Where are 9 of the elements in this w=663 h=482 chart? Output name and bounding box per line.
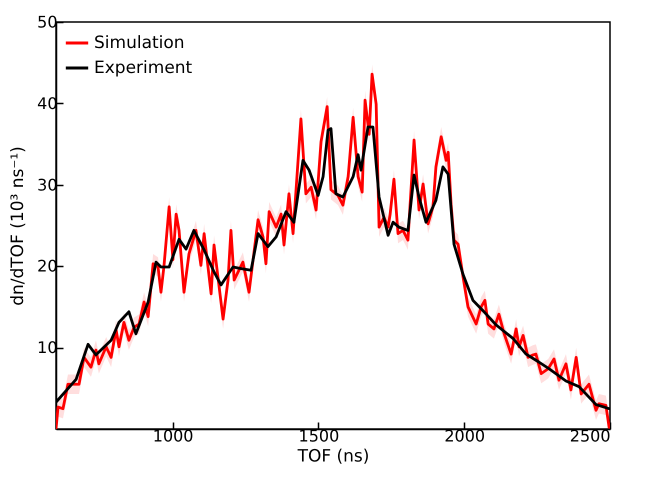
y-axis-title: dn/dTOF (10³ ns⁻¹)	[8, 146, 28, 306]
x-tick-label: 1500	[298, 426, 340, 446]
legend-label: Simulation	[94, 33, 185, 53]
x-axis-title: TOF (ns)	[296, 446, 370, 466]
x-tick-label: 2500	[570, 426, 610, 446]
x-tick-label: 1000	[152, 426, 194, 446]
y-tick-label: 50	[37, 12, 58, 32]
x-tick-label: 2000	[444, 426, 486, 446]
legend-label: Experiment	[94, 58, 193, 78]
